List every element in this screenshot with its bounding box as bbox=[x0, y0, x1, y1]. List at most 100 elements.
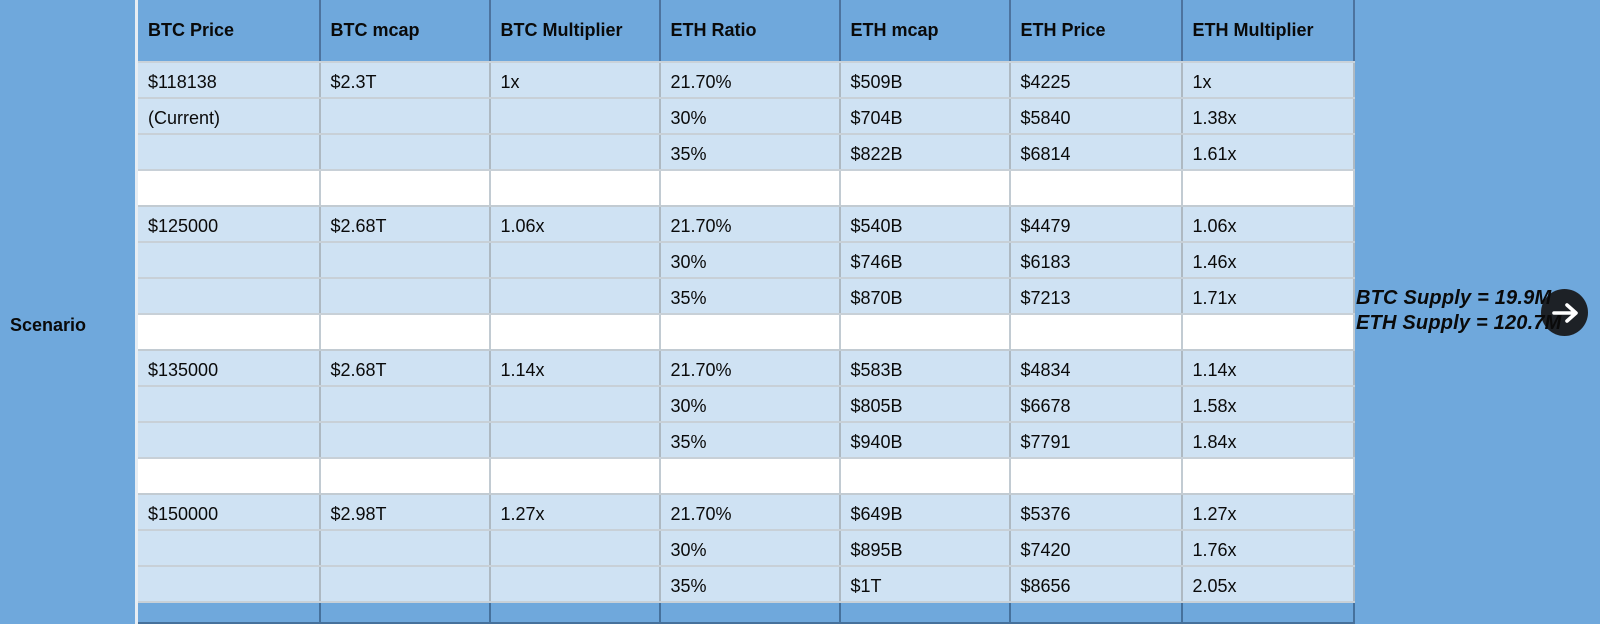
table-cell: $118138 bbox=[136, 62, 321, 99]
table-cell bbox=[1009, 170, 1183, 207]
table-cell bbox=[136, 134, 321, 171]
table-cell: $6678 bbox=[1009, 386, 1183, 423]
table-cell bbox=[1181, 601, 1355, 624]
table-row: $118138 $2.3T 1x 21.70% $509B $4225 1x bbox=[136, 62, 1355, 99]
table-cell: $1T bbox=[839, 566, 1011, 603]
table-cell: 1.14x bbox=[1181, 350, 1355, 387]
table-cell: 21.70% bbox=[659, 206, 841, 243]
btc-supply-note: BTC Supply = 19.9M bbox=[1356, 287, 1552, 309]
table-cell: 1.27x bbox=[489, 494, 661, 531]
scenario-table: BTC Price BTC mcap BTC Multiplier ETH Ra… bbox=[135, 0, 1355, 624]
table-cell bbox=[1009, 458, 1183, 495]
arrow-right-icon bbox=[1551, 302, 1579, 324]
table-cell bbox=[136, 458, 321, 495]
table-row: $125000 $2.68T 1.06x 21.70% $540B $4479 1.06x bbox=[136, 206, 1355, 243]
table-cell: $6183 bbox=[1009, 242, 1183, 279]
table-cell: $5376 bbox=[1009, 494, 1183, 531]
table-cell bbox=[319, 278, 491, 315]
table-cell bbox=[136, 170, 321, 207]
table-cell: 35% bbox=[659, 278, 841, 315]
table-cell bbox=[659, 170, 841, 207]
table-cell bbox=[839, 458, 1011, 495]
next-button[interactable] bbox=[1541, 289, 1588, 336]
table-cell: $7213 bbox=[1009, 278, 1183, 315]
table-cell: 1.71x bbox=[1181, 278, 1355, 315]
table-cell: $7420 bbox=[1009, 530, 1183, 567]
table-cell: 1.46x bbox=[1181, 242, 1355, 279]
table-cell: $135000 bbox=[136, 350, 321, 387]
column-header-eth-ratio: ETH Ratio bbox=[659, 0, 841, 63]
table-row bbox=[136, 170, 1355, 207]
table-row: $150000 $2.98T 1.27x 21.70% $649B $5376 1.27x bbox=[136, 494, 1355, 531]
table-row bbox=[136, 601, 1355, 624]
table-cell: $822B bbox=[839, 134, 1011, 171]
column-header-eth-price: ETH Price bbox=[1009, 0, 1183, 63]
table-cell: $4834 bbox=[1009, 350, 1183, 387]
table-cell: 21.70% bbox=[659, 494, 841, 531]
table-cell: $5840 bbox=[1009, 98, 1183, 135]
table-header-row: BTC Price BTC mcap BTC Multiplier ETH Ra… bbox=[136, 0, 1355, 63]
table-cell bbox=[319, 242, 491, 279]
table-cell bbox=[319, 458, 491, 495]
column-header-eth-multiplier: ETH Multiplier bbox=[1181, 0, 1355, 63]
table-cell: 30% bbox=[659, 530, 841, 567]
table-cell bbox=[136, 314, 321, 351]
table-cell bbox=[136, 278, 321, 315]
table-cell: $6814 bbox=[1009, 134, 1183, 171]
column-header-btc-price: BTC Price bbox=[136, 0, 321, 63]
table-cell bbox=[489, 98, 661, 135]
table-cell: 1x bbox=[489, 62, 661, 99]
table-cell bbox=[659, 314, 841, 351]
table-cell: $4225 bbox=[1009, 62, 1183, 99]
supply-note: BTC Supply = 19.9M ETH Supply = 120.7M bbox=[1356, 286, 1562, 336]
table-cell bbox=[489, 278, 661, 315]
table-cell: $805B bbox=[839, 386, 1011, 423]
table-row: $135000 $2.68T 1.14x 21.70% $583B $4834 1.14x bbox=[136, 350, 1355, 387]
table-cell: 1.76x bbox=[1181, 530, 1355, 567]
table-cell bbox=[489, 134, 661, 171]
table-cell bbox=[489, 314, 661, 351]
table-cell: $940B bbox=[839, 422, 1011, 459]
table-cell bbox=[319, 530, 491, 567]
table-body: $118138 $2.3T 1x 21.70% $509B $4225 1x (Current… bbox=[136, 62, 1355, 624]
table-cell: 35% bbox=[659, 422, 841, 459]
table-row bbox=[136, 314, 1355, 351]
table-header: BTC Price BTC mcap BTC Multiplier ETH Ra… bbox=[136, 0, 1355, 63]
table-cell: 30% bbox=[659, 386, 841, 423]
table-row: 30% $746B $6183 1.46x bbox=[136, 242, 1355, 279]
scenario-label: Scenario bbox=[10, 315, 87, 335]
table-cell bbox=[839, 170, 1011, 207]
table-cell: $649B bbox=[839, 494, 1011, 531]
table-cell: (Current) bbox=[136, 98, 321, 135]
table-cell bbox=[136, 566, 321, 603]
table-cell: $704B bbox=[839, 98, 1011, 135]
table-cell bbox=[659, 458, 841, 495]
table-cell bbox=[319, 134, 491, 171]
table-row: 35% $822B $6814 1.61x bbox=[136, 134, 1355, 171]
table-cell bbox=[489, 422, 661, 459]
table-cell: 1.06x bbox=[489, 206, 661, 243]
table-row: 30% $805B $6678 1.58x bbox=[136, 386, 1355, 423]
table-cell: 1.27x bbox=[1181, 494, 1355, 531]
table-cell: 1.06x bbox=[1181, 206, 1355, 243]
table-cell bbox=[319, 601, 491, 624]
table-cell bbox=[319, 386, 491, 423]
table-cell: 2.05x bbox=[1181, 566, 1355, 603]
table-row: 35% $1T $8656 2.05x bbox=[136, 566, 1355, 603]
table-cell: 35% bbox=[659, 134, 841, 171]
table-cell: 1.38x bbox=[1181, 98, 1355, 135]
table-cell bbox=[1009, 601, 1183, 624]
table-cell bbox=[489, 601, 661, 624]
column-header-btc-mcap: BTC mcap bbox=[319, 0, 491, 63]
column-header-btc-multiplier: BTC Multiplier bbox=[489, 0, 661, 63]
table-cell bbox=[489, 386, 661, 423]
table-cell: 1.84x bbox=[1181, 422, 1355, 459]
table-cell bbox=[136, 601, 321, 624]
table-cell: $2.68T bbox=[319, 350, 491, 387]
table-row: 30% $895B $7420 1.76x bbox=[136, 530, 1355, 567]
table-cell bbox=[136, 422, 321, 459]
table-cell bbox=[136, 386, 321, 423]
table-cell bbox=[319, 98, 491, 135]
table-cell bbox=[319, 314, 491, 351]
table-cell: $4479 bbox=[1009, 206, 1183, 243]
